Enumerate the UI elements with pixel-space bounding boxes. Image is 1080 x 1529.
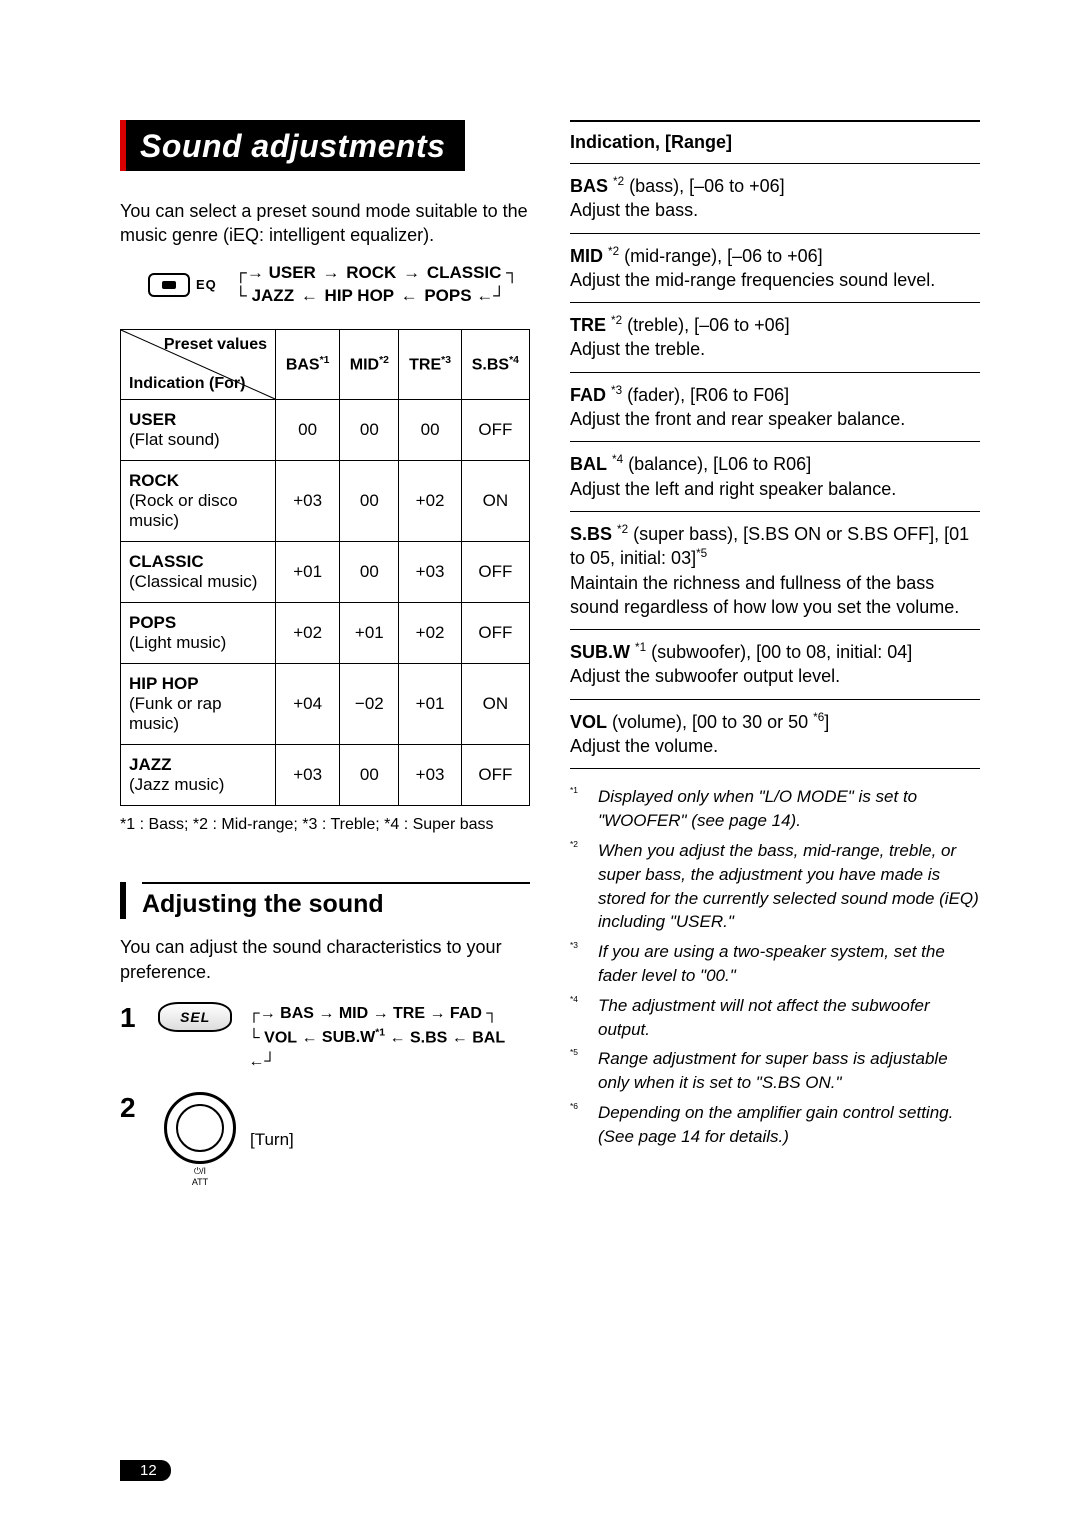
row-header: ROCK(Rock or disco music)	[121, 461, 276, 542]
footnote-item: *1Displayed only when "L/O MODE" is set …	[570, 785, 980, 833]
turn-label: [Turn]	[250, 1130, 294, 1150]
eq-cycle-diagram: ┌→ USER → ROCK → CLASSIC ┐ └ JAZZ ← HIP …	[235, 262, 518, 308]
footnote-item: *5Range adjustment for super bass is adj…	[570, 1047, 980, 1095]
sel-button: SEL	[158, 1002, 232, 1032]
footnote-list: *1Displayed only when "L/O MODE" is set …	[570, 785, 980, 1148]
volume-dial-icon	[164, 1092, 236, 1164]
eq-button-label: EQ	[196, 277, 217, 292]
page-number: 12	[120, 1460, 171, 1481]
subsection-title: Adjusting the sound	[142, 890, 530, 919]
indication-item: S.BS *2 (super bass), [S.BS ON or S.BS O…	[570, 511, 980, 629]
indication-item: BAS *2 (bass), [–06 to +06]Adjust the ba…	[570, 163, 980, 233]
cycle-item: ROCK	[346, 263, 396, 282]
row-header: CLASSIC(Classical music)	[121, 542, 276, 603]
table-cell: OFF	[461, 400, 529, 461]
table-cell: +01	[399, 664, 461, 745]
adjusting-intro: You can adjust the sound characteristics…	[120, 935, 530, 984]
table-cell: 00	[399, 400, 461, 461]
intro-text: You can select a preset sound mode suita…	[120, 199, 530, 248]
cycle-item: S.BS	[410, 1029, 447, 1046]
table-row: USER(Flat sound)000000OFF	[121, 400, 530, 461]
right-column: Indication, [Range] BAS *2 (bass), [–06 …	[570, 120, 980, 1205]
table-cell: +01	[340, 603, 399, 664]
footnote-item: *3If you are using a two-speaker system,…	[570, 940, 980, 988]
table-cell: +01	[276, 542, 340, 603]
diag-top-label: Preset values	[164, 336, 267, 354]
table-cell: −02	[340, 664, 399, 745]
eq-button	[148, 273, 190, 297]
table-row: JAZZ(Jazz music)+0300+03OFF	[121, 745, 530, 806]
section-title: Sound adjustments	[120, 120, 465, 171]
indication-item: TRE *2 (treble), [–06 to +06]Adjust the …	[570, 302, 980, 372]
table-cell: +04	[276, 664, 340, 745]
table-footnote: *1 : Bass; *2 : Mid-range; *3 : Treble; …	[120, 816, 530, 834]
col-header: S.BS*4	[461, 330, 529, 400]
col-header: MID*2	[340, 330, 399, 400]
step-2: 2 ⏻/IATT [Turn]	[120, 1092, 530, 1187]
table-cell: OFF	[461, 603, 529, 664]
table-cell: OFF	[461, 542, 529, 603]
table-cell: +02	[399, 461, 461, 542]
table-cell: ON	[461, 461, 529, 542]
table-cell: 00	[340, 542, 399, 603]
cycle-item: VOL	[264, 1029, 297, 1046]
sel-cycle-diagram: ┌→ BAS → MID → TRE → FAD ┐ └ VOL ← SUB.W…	[248, 1002, 530, 1074]
row-header: USER(Flat sound)	[121, 400, 276, 461]
step-1: 1 SEL ┌→ BAS → MID → TRE → FAD ┐ └ VOL ←…	[120, 1002, 530, 1074]
indication-item: SUB.W *1 (subwoofer), [00 to 08, initial…	[570, 629, 980, 699]
col-header: TRE*3	[399, 330, 461, 400]
table-cell: 00	[340, 461, 399, 542]
indication-list: BAS *2 (bass), [–06 to +06]Adjust the ba…	[570, 163, 980, 768]
footnote-item: *2When you adjust the bass, mid-range, t…	[570, 839, 980, 934]
cycle-item: MID	[339, 1005, 368, 1022]
table-cell: +03	[399, 542, 461, 603]
table-row: HIP HOP(Funk or rap music)+04−02+01ON	[121, 664, 530, 745]
row-header: POPS(Light music)	[121, 603, 276, 664]
indication-item: MID *2 (mid-range), [–06 to +06]Adjust t…	[570, 233, 980, 303]
step-number: 2	[120, 1092, 142, 1124]
row-header: JAZZ(Jazz music)	[121, 745, 276, 806]
row-header: HIP HOP(Funk or rap music)	[121, 664, 276, 745]
table-cell: +03	[399, 745, 461, 806]
table-cell: +02	[399, 603, 461, 664]
eq-cycle-row: EQ ┌→ USER → ROCK → CLASSIC ┐ └ JAZZ ← H	[148, 262, 530, 308]
preset-table: Preset values Indication (For) BAS*1 MID…	[120, 329, 530, 806]
table-cell: +03	[276, 745, 340, 806]
cycle-item: JAZZ	[252, 286, 295, 305]
table-cell: +02	[276, 603, 340, 664]
table-cell: 00	[340, 745, 399, 806]
table-cell: ON	[461, 664, 529, 745]
table-cell: 00	[340, 400, 399, 461]
indication-item: VOL (volume), [00 to 30 or 50 *6]Adjust …	[570, 699, 980, 769]
cycle-item: POPS	[424, 286, 471, 305]
table-row: CLASSIC(Classical music)+0100+03OFF	[121, 542, 530, 603]
step-number: 1	[120, 1002, 142, 1034]
cycle-item: SUB.W*1	[322, 1029, 385, 1046]
table-diag-header: Preset values Indication (For)	[121, 330, 276, 400]
indication-heading: Indication, [Range]	[570, 120, 980, 153]
cycle-item: BAS	[280, 1005, 314, 1022]
att-label: ⏻/IATT	[164, 1166, 236, 1187]
footnote-item: *6Depending on the amplifier gain contro…	[570, 1101, 980, 1149]
table-row: POPS(Light music)+02+01+02OFF	[121, 603, 530, 664]
subsection-header: Adjusting the sound	[120, 882, 530, 919]
indication-item: BAL *4 (balance), [L06 to R06]Adjust the…	[570, 441, 980, 511]
cycle-item: FAD	[450, 1005, 482, 1022]
footnote-item: *4The adjustment will not affect the sub…	[570, 994, 980, 1042]
cycle-item: USER	[269, 263, 316, 282]
table-row: ROCK(Rock or disco music)+0300+02ON	[121, 461, 530, 542]
left-column: Sound adjustments You can select a prese…	[120, 120, 530, 1205]
table-cell: +03	[276, 461, 340, 542]
cycle-item: HIP HOP	[325, 286, 394, 305]
diag-bottom-label: Indication (For)	[129, 375, 245, 393]
table-cell: OFF	[461, 745, 529, 806]
col-header: BAS*1	[276, 330, 340, 400]
cycle-item: TRE	[393, 1005, 425, 1022]
cycle-item: BAL	[472, 1029, 505, 1046]
cycle-item: CLASSIC	[427, 263, 502, 282]
table-cell: 00	[276, 400, 340, 461]
indication-item: FAD *3 (fader), [R06 to F06]Adjust the f…	[570, 372, 980, 442]
